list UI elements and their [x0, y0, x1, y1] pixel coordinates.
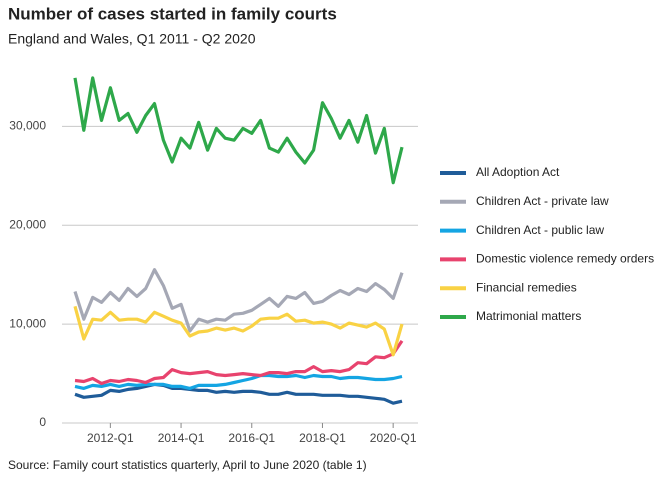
chart-subtitle: England and Wales, Q1 2011 - Q2 2020 [8, 31, 256, 47]
series-line [74, 382, 403, 405]
series-line [74, 373, 403, 390]
legend-label: Children Act - public law [476, 223, 604, 237]
legend-label: All Adoption Act [476, 165, 560, 179]
y-tick-label: 20,000 [9, 217, 46, 231]
chart-title: Number of cases started in family courts [8, 4, 337, 23]
legend-label: Children Act - private law [476, 194, 609, 208]
x-tick-label: 2016-Q1 [228, 431, 275, 445]
legend-label: Financial remedies [476, 280, 577, 294]
x-tick-label: 2018-Q1 [299, 431, 346, 445]
y-tick-label: 10,000 [9, 316, 46, 330]
legend-label: Domestic violence remedy orders [476, 252, 654, 266]
x-tick-label: 2012-Q1 [87, 431, 134, 445]
x-tick-label: 2020-Q1 [370, 431, 417, 445]
series-line [73, 305, 404, 357]
legend-label: Matrimonial matters [476, 309, 581, 323]
y-tick-label: 0 [39, 415, 46, 429]
series-line [73, 76, 404, 185]
series-line [74, 339, 404, 386]
series-line [73, 268, 404, 333]
y-tick-label: 30,000 [9, 119, 46, 133]
source-note: Source: Family court statistics quarterl… [8, 458, 367, 472]
x-tick-label: 2014-Q1 [158, 431, 205, 445]
